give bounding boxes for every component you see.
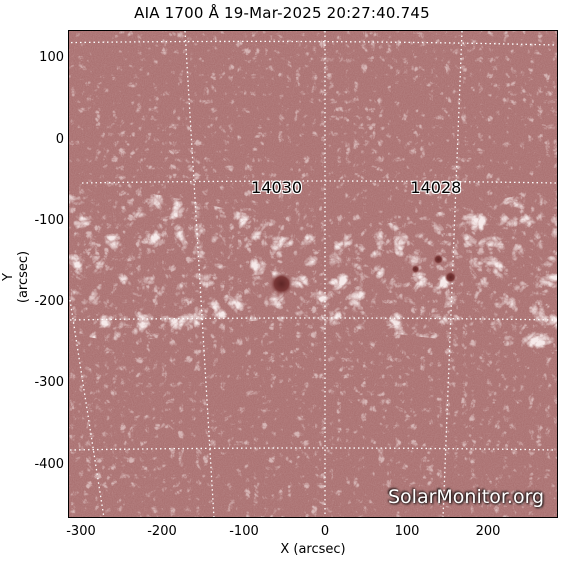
solar-image-panel (68, 30, 558, 518)
grid-line (69, 317, 557, 321)
y-tick-label: 100 (39, 50, 64, 65)
y-tick-label: -400 (34, 457, 64, 472)
sunspot (433, 254, 444, 265)
active-region-label: 14028 (410, 177, 462, 197)
y-tick-label: -200 (34, 294, 64, 309)
x-tick-label: -200 (147, 524, 177, 539)
coordinate-grid (69, 31, 557, 517)
sunspots (269, 254, 457, 296)
grid-line (69, 299, 105, 517)
sunspot (444, 271, 457, 284)
active-region-label: 14030 (251, 177, 303, 197)
x-tick-label: 100 (394, 524, 420, 539)
x-axis-label: X (arcsec) (280, 542, 346, 557)
sunspot (411, 265, 420, 274)
sunspot (269, 271, 294, 296)
y-tick-label: 0 (55, 132, 64, 147)
grid-line (69, 40, 557, 46)
x-tick-label: -300 (66, 524, 96, 539)
grid-line (184, 31, 215, 517)
x-tick-label: 200 (475, 524, 501, 539)
grid-line (69, 447, 557, 451)
y-tick-label: -100 (34, 213, 64, 228)
image-title: AIA 1700 Å 19-Mar-2025 20:27:40.745 (134, 4, 430, 22)
x-tick-label: 0 (320, 524, 330, 539)
x-tick-label: -100 (229, 524, 259, 539)
watermark: SolarMonitor.org (388, 486, 545, 508)
solar-image (69, 31, 557, 517)
y-tick-label: -300 (34, 375, 64, 390)
